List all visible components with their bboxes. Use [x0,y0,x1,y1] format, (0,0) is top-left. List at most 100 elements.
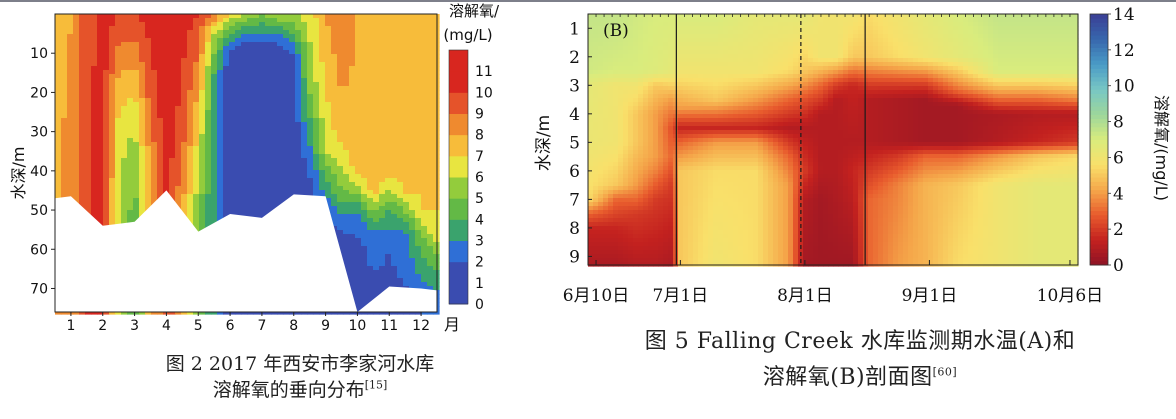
left-heatmap-cell [355,294,362,299]
left-heatmap-cell [67,98,74,103]
right-heatmap-cell [588,206,594,211]
left-heatmap-cell [115,106,122,111]
left-heatmap-cell [133,38,140,43]
left-heatmap-cell [157,30,164,35]
left-heatmap-cell [409,134,416,139]
left-heatmap-cell [277,22,284,27]
left-heatmap-cell [145,186,152,191]
left-heatmap-cell [73,58,80,63]
left-heatmap-cell [217,82,224,87]
left-heatmap-cell [289,66,296,71]
left-heatmap-cell [403,198,410,203]
left-heatmap-cell [373,262,380,267]
left-heatmap-cell [373,222,380,227]
right-heatmap-cell [588,106,594,111]
right-heatmap-cell [593,166,599,171]
left-heatmap-cell [307,130,314,135]
left-heatmap-cell [403,30,410,35]
left-heatmap-cell [187,178,194,183]
left-heatmap-cell [361,198,368,203]
left-heatmap-cell [55,86,62,91]
left-heatmap-cell [361,186,368,191]
left-heatmap-cell [283,130,290,135]
left-x-tick-label: 5 [194,318,203,334]
right-heatmap-cell [593,82,599,87]
left-heatmap-cell [61,66,68,71]
left-heatmap-cell [319,18,326,23]
left-heatmap-cell [337,238,344,243]
left-heatmap-cell [427,246,434,251]
left-heatmap-cell [403,238,410,243]
left-heatmap-cell [337,198,344,203]
left-heatmap-cell [67,166,74,171]
left-heatmap-cell [97,178,104,183]
left-heatmap-cell [355,158,362,163]
left-heatmap-cell [361,226,368,231]
left-heatmap-cell [343,198,350,203]
left-heatmap-cell [271,14,278,19]
left-heatmap-cell [97,62,104,67]
left-heatmap-cell [307,30,314,35]
left-heatmap-cell [109,78,116,83]
left-heatmap-cell [391,246,398,251]
left-heatmap-cell [79,186,86,191]
left-heatmap-cell [331,178,338,183]
left-heatmap-cell [409,170,416,175]
left-heatmap-cell [307,66,314,71]
left-heatmap-cell [67,102,74,107]
left-heatmap-cell [163,18,170,23]
left-heatmap-cell [391,42,398,47]
left-heatmap-cell [295,114,302,119]
right-heatmap-cell [588,170,594,175]
left-heatmap-cell [271,110,278,115]
left-heatmap-cell [235,138,242,143]
left-heatmap-cell [127,30,134,35]
left-x-tick-label: 1 [66,318,75,334]
left-heatmap-cell [433,154,440,159]
left-heatmap-cell [199,214,206,219]
left-heatmap-cell [169,190,176,195]
left-heatmap-cell [319,98,326,103]
left-heatmap-cell [343,18,350,23]
left-heatmap-cell [115,174,122,179]
left-heatmap-cell [433,266,440,271]
left-heatmap-cell [295,66,302,71]
left-heatmap-cell [133,58,140,63]
left-heatmap-cell [259,146,266,151]
left-heatmap-cell [379,186,386,191]
left-heatmap-cell [409,78,416,83]
left-heatmap-cell [403,22,410,27]
left-heatmap-cell [205,154,212,159]
left-heatmap-cell [349,46,356,51]
left-heatmap-cell [85,98,92,103]
left-heatmap-cell [193,102,200,107]
left-heatmap-cell [331,198,338,203]
left-heatmap-cell [307,50,314,55]
left-heatmap-cell [181,146,188,151]
right-heatmap-cell [593,238,599,243]
left-heatmap-cell [295,138,302,143]
left-heatmap-cell [355,130,362,135]
left-heatmap-cell [415,62,422,67]
left-heatmap-cell [55,102,62,107]
left-heatmap-cell [421,250,428,255]
left-heatmap-cell [349,278,356,283]
left-heatmap-cell [175,26,182,31]
left-heatmap-cell [253,98,260,103]
left-heatmap-cell [205,66,212,71]
left-heatmap-cell [427,102,434,107]
left-x-tick-label: 4 [162,318,171,334]
left-heatmap-cell [133,82,140,87]
left-heatmap-cell [73,50,80,55]
left-heatmap-cell [265,34,272,39]
left-heatmap-cell [115,34,122,39]
left-heatmap-cell [229,178,236,183]
left-heatmap-cell [241,26,248,31]
left-heatmap-cell [217,114,224,119]
left-heatmap-cell [403,210,410,215]
left-heatmap-cell [79,14,86,19]
left-heatmap-cell [73,154,80,159]
right-heatmap-cell [593,174,599,179]
left-heatmap-cell [145,130,152,135]
left-heatmap-cell [289,150,296,155]
